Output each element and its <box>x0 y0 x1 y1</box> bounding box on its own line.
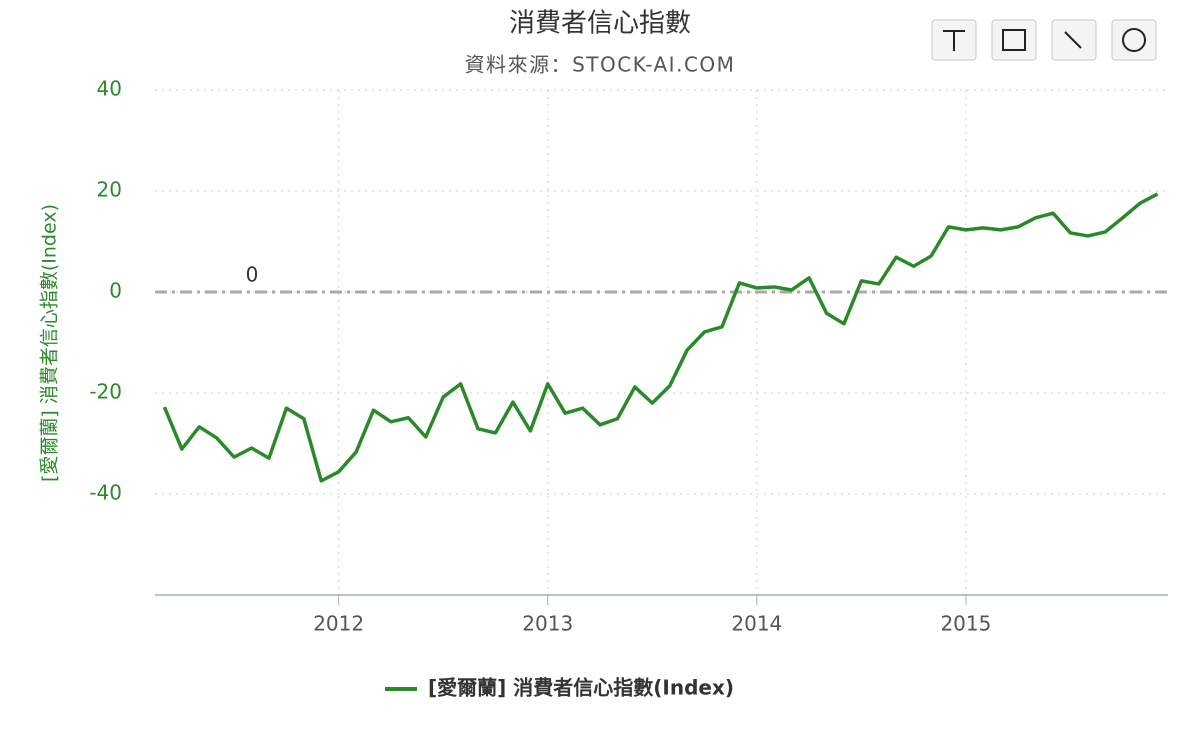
tool-button[interactable] <box>1111 19 1157 61</box>
y-tick-label: -40 <box>89 481 122 505</box>
y-tick-label: 40 <box>97 77 122 101</box>
chart-subtitle: 資料來源：STOCK-AI.COM <box>465 53 736 77</box>
x-tick-label: 2013 <box>522 612 573 636</box>
y-tick-label: 0 <box>109 279 122 303</box>
legend-label: [愛爾蘭] 消費者信心指數(Index) <box>428 676 734 700</box>
x-tick-label: 2014 <box>731 612 782 636</box>
y-axis-label: [愛爾蘭] 消費者信心指數(Index) <box>39 204 61 482</box>
reference-label: 0 <box>246 263 259 287</box>
x-tick-label: 2012 <box>313 612 364 636</box>
data-line <box>162 192 1159 483</box>
y-tick-label: 20 <box>97 178 122 202</box>
tool-button[interactable] <box>991 19 1037 61</box>
toolbar <box>931 19 1157 61</box>
y-tick-label: -20 <box>89 380 122 404</box>
tool-button[interactable] <box>931 19 977 61</box>
x-tick-label: 2015 <box>940 612 991 636</box>
chart-title: 消費者信心指數 <box>509 9 691 39</box>
tool-button[interactable] <box>1051 19 1097 61</box>
